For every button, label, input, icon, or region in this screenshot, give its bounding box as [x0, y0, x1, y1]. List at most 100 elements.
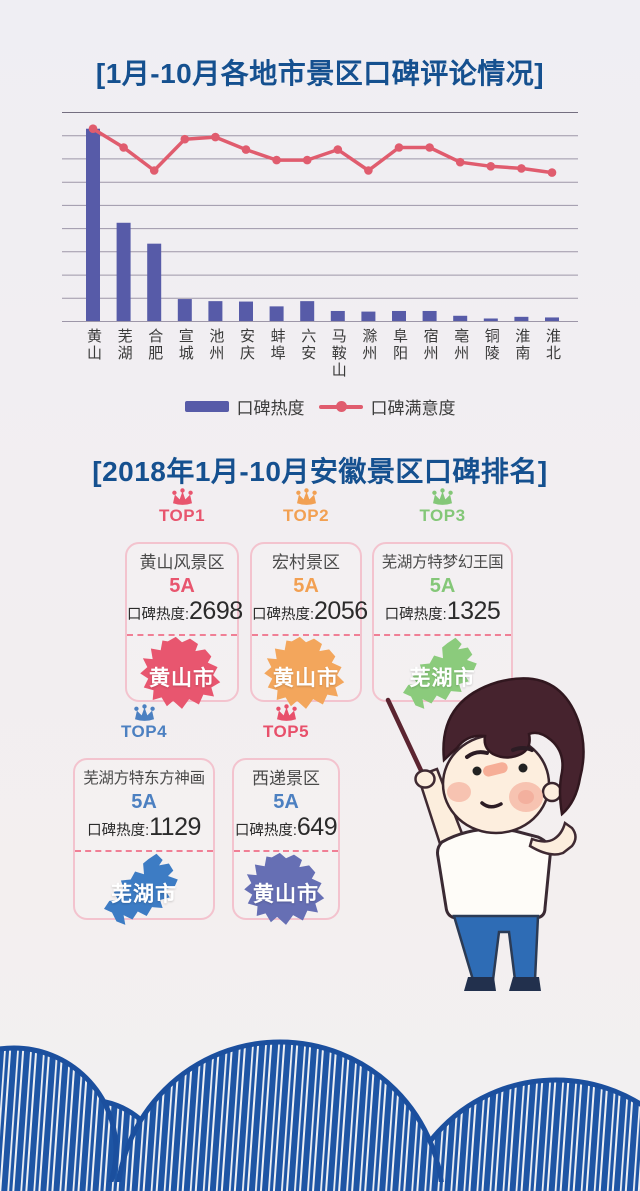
mouth: [480, 801, 503, 809]
x-tick-label: 黄山: [85, 328, 102, 362]
city-name: 黄山市: [253, 883, 319, 907]
heat-value: 口碑热度:2698: [127, 597, 243, 625]
chart-legend: 口碑热度 口碑满意度: [0, 394, 640, 419]
scenic-area-name: 宏村景区: [272, 553, 340, 572]
legend-item-satisfaction: 口碑满意度: [318, 394, 456, 419]
heat-value: 口碑热度:1325: [384, 597, 501, 625]
legend-label-heat: 口碑热度: [236, 399, 305, 418]
legend-item-heat: 口碑热度: [184, 394, 305, 419]
legend-label-satisfaction: 口碑满意度: [370, 399, 456, 418]
rank-head: TOP5: [232, 704, 340, 742]
heat-value: 口碑热度:2056: [252, 597, 368, 625]
page-title-ranking: [2018年1月-10月安徽景区口碑排名]: [92, 456, 548, 487]
rank-block-top4: TOP4 芜湖方特东方神画 5A 口碑热度:1129 芜湖市: [73, 704, 215, 925]
wave-base: [0, 1182, 640, 1191]
rank-block-top3: TOP3 芜湖方特梦幻王国 5A 口碑热度:1325 芜湖市: [372, 488, 513, 709]
footer-wave-decoration: [0, 1039, 640, 1191]
scenic-grade: 5A: [293, 575, 319, 597]
city-map-area: 黄山市: [127, 636, 237, 716]
rank-label: TOP4: [120, 722, 168, 741]
city-name: 黄山市: [273, 667, 339, 691]
scenic-grade: 5A: [131, 791, 157, 813]
x-tick-label: 六安: [299, 328, 317, 362]
bar-swatch-icon: [184, 401, 229, 412]
scenic-grade: 5A: [429, 575, 456, 597]
rank-head: TOP2: [250, 488, 362, 526]
x-tick-label: 淮北: [544, 328, 561, 362]
city-name: 黄山市: [149, 667, 215, 691]
scenic-grade: 5A: [273, 791, 299, 813]
face: [441, 733, 551, 835]
wave-hill-center: [115, 1039, 445, 1191]
right-eye: [518, 763, 528, 773]
crown-icon: [171, 488, 193, 505]
wave-hill-right: [401, 1077, 640, 1191]
raised-arm: [416, 767, 465, 849]
x-tick-label: 宣城: [176, 328, 194, 362]
dashed-divider: [252, 634, 360, 636]
left-arm: [528, 820, 577, 856]
pants: [452, 914, 540, 982]
heat-value: 口碑热度:649: [234, 813, 338, 841]
rank-head: TOP1: [125, 488, 239, 526]
rank-card: 黄山风景区 5A 口碑热度:2698 黄山市: [125, 542, 243, 709]
city-map-area: 黄山市: [234, 852, 338, 932]
x-tick-label: 滁州: [360, 328, 378, 362]
city-name: 芜湖市: [409, 667, 476, 691]
rank-card: 芜湖方特东方神画 5A 口碑热度:1129 芜湖市: [73, 758, 215, 925]
rank-head: TOP4: [73, 704, 215, 742]
right-blush: [509, 782, 543, 812]
wave-hill-left: [0, 1045, 119, 1191]
x-tick-label: 亳州: [452, 328, 470, 362]
left-eye: [472, 766, 482, 776]
rank-label: TOP5: [262, 722, 310, 741]
dashed-divider: [234, 850, 338, 852]
x-tick-label: 宿州: [421, 328, 439, 362]
rank-block-top5: TOP5 西递景区 5A 口碑热度:649 黄山市: [232, 704, 340, 925]
crown-icon: [432, 488, 453, 505]
rank-card: 芜湖方特梦幻王国 5A 口碑热度:1325 芜湖市: [372, 542, 513, 709]
right-eyebrow: [511, 746, 534, 752]
x-tick-label: 安庆: [238, 328, 255, 362]
x-tick-label: 淮南: [513, 328, 531, 362]
x-tick-label: 马鞍山: [329, 328, 347, 379]
x-tick-label: 蚌埠: [268, 328, 286, 362]
left-eyebrow: [465, 750, 489, 759]
scenic-area-name: 黄山风景区: [139, 553, 225, 572]
page-title-reviews: [1月-10月各地市景区口碑评论情况]: [95, 58, 545, 89]
rank-label: TOP2: [282, 506, 330, 525]
t-shirt: [436, 827, 552, 920]
city-map-area: 黄山市: [252, 636, 360, 716]
rank-label: TOP3: [419, 506, 466, 525]
city-name: 芜湖市: [111, 883, 177, 907]
crown-icon: [133, 704, 155, 721]
left-blush: [447, 782, 471, 802]
dashed-divider: [374, 634, 511, 636]
ear: [541, 781, 563, 803]
rank-card: 西递景区 5A 口碑热度:649 黄山市: [232, 758, 340, 925]
nose: [483, 762, 508, 777]
rank-card: 宏村景区 5A 口碑热度:2056 黄山市: [250, 542, 368, 709]
x-tick-label: 合肥: [146, 328, 164, 362]
reviews-combo-chart: [62, 112, 578, 322]
scenic-area-name: 芜湖方特梦幻王国: [381, 554, 504, 571]
x-tick-label: 铜陵: [482, 328, 500, 362]
crown-icon: [295, 488, 317, 505]
right-blush-inner: [518, 790, 534, 804]
heat-value: 口碑热度:1129: [87, 813, 201, 841]
crown-icon: [275, 704, 297, 721]
right-shoe: [509, 977, 541, 991]
dashed-divider: [127, 634, 237, 636]
city-map-area: 芜湖市: [374, 636, 511, 716]
x-tick-label: 阜阳: [391, 328, 408, 362]
scenic-grade: 5A: [169, 575, 195, 597]
rank-label: TOP1: [158, 506, 206, 525]
chart-canvas: [62, 112, 578, 322]
left-shoe: [464, 977, 496, 991]
dashed-divider: [75, 850, 213, 852]
x-tick-label: 池州: [207, 328, 225, 362]
fist: [414, 769, 436, 789]
rank-head: TOP3: [372, 488, 513, 526]
scenic-area-name: 西递景区: [252, 769, 320, 788]
